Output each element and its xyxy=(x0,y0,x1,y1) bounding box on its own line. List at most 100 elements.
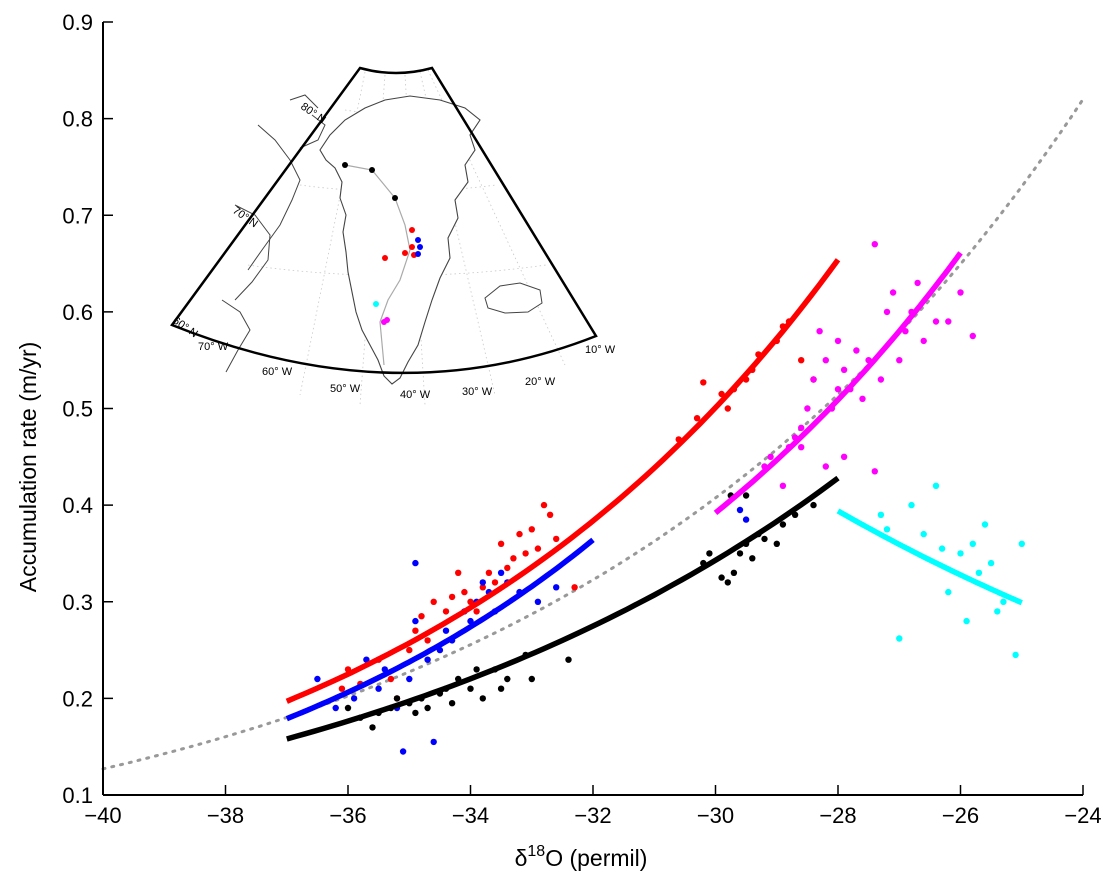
data-point xyxy=(412,559,419,567)
canada-coastline xyxy=(299,114,326,149)
data-point xyxy=(528,675,535,683)
map-frame xyxy=(170,66,598,375)
canada-coastline xyxy=(247,124,301,271)
fit-curve xyxy=(286,475,840,742)
data-point xyxy=(393,695,401,702)
data-point xyxy=(455,569,462,576)
data-point xyxy=(871,468,878,475)
data-point xyxy=(571,584,578,591)
fit-curve xyxy=(285,537,595,722)
fit-curve xyxy=(285,258,841,704)
data-point xyxy=(914,279,921,287)
data-point xyxy=(889,289,897,296)
data-point xyxy=(479,579,486,586)
data-point xyxy=(412,627,419,634)
data-point xyxy=(834,386,842,393)
data-point xyxy=(945,588,952,596)
data-point xyxy=(987,559,995,567)
data-point xyxy=(553,535,560,543)
data-point xyxy=(822,357,829,364)
data-point xyxy=(969,540,976,547)
data-point xyxy=(810,501,817,509)
plot-area xyxy=(101,97,1085,771)
data-point xyxy=(534,598,542,605)
x-tick-label: −24 xyxy=(1064,803,1101,828)
data-point xyxy=(510,555,517,562)
data-point xyxy=(430,598,437,605)
data-point xyxy=(399,748,407,755)
y-tick-label: 0.8 xyxy=(62,107,93,132)
data-point xyxy=(840,453,848,460)
canada-coastline xyxy=(289,94,319,109)
data-point xyxy=(332,704,339,712)
data-point xyxy=(406,646,413,654)
data-point xyxy=(338,685,346,692)
data-point xyxy=(834,337,842,345)
data-point xyxy=(798,424,805,431)
map-site-point xyxy=(402,250,408,256)
data-point xyxy=(908,501,915,509)
map-site-point xyxy=(409,244,415,250)
data-point xyxy=(816,328,823,335)
fit-curve xyxy=(836,508,1023,606)
data-point xyxy=(798,357,805,364)
y-axis-label: Accumulation rate (m/yr) xyxy=(15,342,41,593)
map-site-point xyxy=(373,301,379,307)
data-point xyxy=(424,656,431,663)
x-tick-label: −34 xyxy=(452,803,489,828)
map-site-point xyxy=(415,237,421,243)
longitude-label: 30° W xyxy=(462,386,493,398)
data-point xyxy=(485,569,493,576)
data-point xyxy=(350,695,358,702)
data-point xyxy=(430,738,437,746)
y-tick-label: 0.1 xyxy=(62,783,93,808)
data-point xyxy=(344,704,352,712)
y-tick-label: 0.5 xyxy=(62,397,93,422)
data-point xyxy=(761,535,768,543)
data-point xyxy=(736,550,744,557)
data-point xyxy=(497,569,505,576)
data-point xyxy=(798,444,805,451)
data-point xyxy=(1000,598,1007,605)
data-point xyxy=(516,530,523,538)
data-point xyxy=(749,555,756,562)
data-point xyxy=(804,405,811,412)
data-point xyxy=(700,379,707,386)
map-site-point xyxy=(342,162,348,168)
data-point xyxy=(467,598,474,605)
longitude-label: 40° W xyxy=(400,389,431,401)
data-point xyxy=(534,545,542,552)
map-site-point xyxy=(369,167,375,173)
data-point xyxy=(553,584,560,591)
data-point xyxy=(810,376,817,383)
data-point xyxy=(767,453,774,460)
data-point xyxy=(883,308,891,316)
canada-coastline xyxy=(234,204,271,301)
data-point xyxy=(363,656,370,663)
x-tick-label: −40 xyxy=(84,803,121,828)
data-point xyxy=(442,627,450,634)
data-point xyxy=(957,289,964,296)
data-point xyxy=(314,675,321,683)
fit-curve xyxy=(713,251,963,516)
data-point xyxy=(932,482,940,489)
data-point xyxy=(546,511,554,518)
data-point xyxy=(406,675,413,683)
inset-map: 80° N70° N60° N70° W60° W50° W 40° W 30° W… xyxy=(170,66,616,406)
data-point xyxy=(448,700,456,707)
longitude-label: 50° W xyxy=(330,383,361,395)
data-point xyxy=(779,521,787,528)
x-tick-label: −38 xyxy=(207,803,244,828)
y-tick-label: 0.7 xyxy=(62,203,93,228)
data-point xyxy=(706,550,713,557)
data-point xyxy=(840,366,848,373)
data-point xyxy=(871,241,878,248)
x-tick-label: −30 xyxy=(697,803,734,828)
data-point xyxy=(896,357,903,364)
data-point xyxy=(461,588,468,596)
data-point xyxy=(742,516,750,523)
data-point xyxy=(540,501,548,509)
data-point xyxy=(975,569,983,576)
y-tick-label: 0.2 xyxy=(62,686,93,711)
data-point xyxy=(504,675,511,683)
